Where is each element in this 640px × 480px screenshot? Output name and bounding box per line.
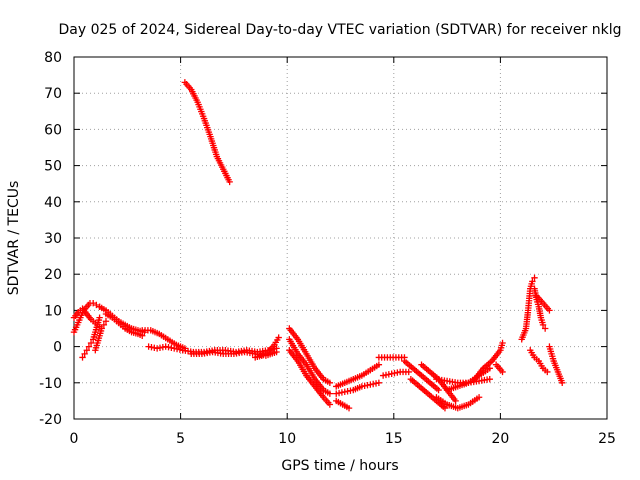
data-point: [85, 343, 93, 350]
x-tick-label: 5: [176, 431, 185, 447]
data-point: [326, 401, 334, 408]
series-track-20: [379, 368, 412, 379]
y-tick-label: 50: [44, 159, 62, 175]
data-point: [326, 390, 334, 397]
series-track-23: [407, 375, 449, 412]
y-tick-label: 80: [44, 50, 62, 66]
tick-marks: [73, 56, 608, 420]
data-point: [452, 397, 459, 405]
data-point: [87, 339, 95, 347]
data-point: [96, 314, 103, 321]
series-track-07: [139, 327, 189, 352]
series-track-28: [492, 361, 506, 376]
data-point: [486, 375, 493, 383]
data-point: [475, 394, 483, 401]
series-track-18: [333, 397, 353, 412]
data-point: [435, 386, 442, 394]
grid: [74, 57, 607, 419]
data-point: [100, 321, 108, 329]
y-tick-label: 70: [44, 86, 62, 102]
series-track-21: [401, 357, 442, 394]
series-track-14: [286, 336, 334, 397]
y-tick-label: -20: [39, 412, 62, 428]
data-point: [226, 178, 233, 186]
series-track-33: [527, 347, 551, 376]
data-point: [499, 339, 506, 347]
data-point: [375, 361, 383, 368]
y-tick-label: 0: [53, 340, 62, 356]
series-track-06: [102, 310, 146, 339]
series-track-12: [181, 79, 233, 186]
y-tick-label: 10: [44, 303, 62, 319]
data-point: [405, 368, 412, 376]
x-tick-label: 10: [278, 431, 296, 447]
data-point: [79, 354, 86, 361]
series-track-15: [286, 347, 334, 408]
series-track-16: [333, 361, 383, 390]
data-point: [531, 274, 538, 282]
series-track-04: [92, 318, 110, 354]
series-track-31: [533, 292, 553, 314]
series-track-13: [286, 325, 334, 386]
series-track-24: [433, 394, 483, 412]
data-point: [375, 379, 383, 386]
y-tick-label: 60: [44, 122, 62, 138]
data-point: [541, 325, 549, 332]
series-track-30: [531, 285, 549, 332]
x-tick-label: 20: [491, 431, 509, 447]
y-tick-label: 30: [44, 231, 62, 247]
series-track-32: [546, 343, 566, 386]
chart-title: Day 025 of 2024, Sidereal Day-to-day VTE…: [59, 22, 622, 38]
data-markers: [70, 79, 566, 412]
x-tick-label: 25: [598, 431, 616, 447]
data-point: [345, 404, 353, 412]
data-point: [273, 348, 280, 356]
y-tick-label: 20: [44, 267, 62, 283]
series-track-27: [471, 339, 506, 383]
data-point: [98, 325, 105, 332]
data-point: [499, 368, 506, 376]
y-tick-label: -10: [39, 376, 62, 392]
series-track-11: [252, 334, 282, 361]
y-tick-label: 40: [44, 195, 62, 211]
plot-frame: [73, 56, 608, 420]
x-axis-label: GPS time / hours: [281, 458, 398, 474]
data-point: [539, 321, 547, 329]
data-point: [559, 379, 566, 386]
data-point: [546, 307, 553, 314]
data-point: [139, 332, 146, 339]
series-track-08: [145, 343, 186, 354]
x-tick-label: 15: [385, 431, 403, 447]
series-track-26: [443, 365, 493, 394]
data-point: [486, 365, 493, 372]
data-point: [544, 368, 551, 376]
data-point: [81, 350, 88, 358]
series-track-19: [375, 354, 408, 361]
series-track-03: [79, 314, 103, 361]
tick-labels: 0 5 10 15 20 25 -20 -10 0 10 20 30 40 50 60 70 80: [39, 50, 616, 447]
series-track-29: [518, 274, 538, 343]
data-point: [529, 278, 536, 285]
data-point: [275, 334, 282, 341]
y-axis-label: SDTVAR / TECUs: [6, 181, 22, 296]
data-point: [326, 379, 334, 386]
data-point: [102, 318, 110, 325]
data-point: [83, 347, 90, 354]
x-tick-label: 0: [70, 431, 79, 447]
series-track-17: [333, 379, 383, 397]
